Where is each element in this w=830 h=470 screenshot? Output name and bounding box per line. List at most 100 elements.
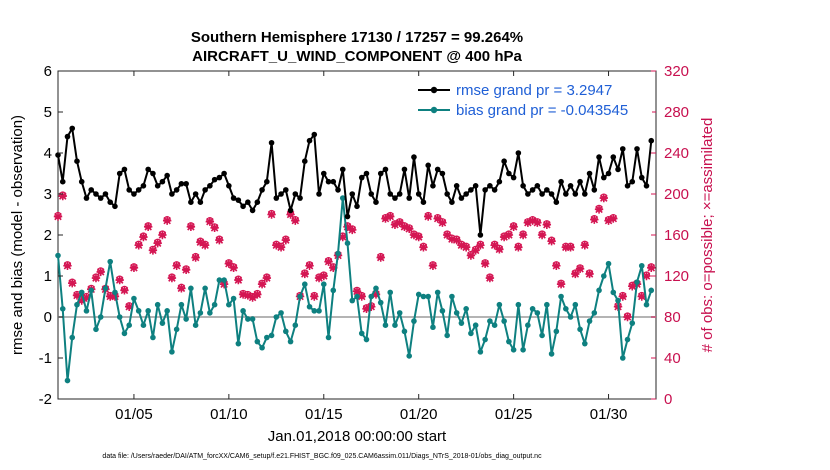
obs-assimilated-point — [196, 237, 205, 247]
obs-assimilated-marker — [442, 230, 452, 240]
rmse-point — [558, 178, 564, 185]
obs-assimilated-point — [490, 241, 499, 250]
rmse-point — [226, 183, 232, 189]
plot-area — [57, 70, 657, 400]
bias-point — [463, 306, 469, 312]
y-right-tick-label: 280 — [664, 104, 689, 121]
y-axis-label: rmse and bias (model - observation) — [9, 115, 26, 355]
obs-assimilated-marker — [609, 214, 618, 223]
rmse-point — [368, 191, 375, 197]
obs-assimilated-point — [362, 304, 371, 313]
obs-assimilated-point — [72, 291, 82, 300]
bias-point — [434, 289, 441, 296]
y-axis-right: 0 40 80 120 160 200 240 280 320 — [651, 63, 689, 408]
obs-assimilated-point — [480, 259, 490, 268]
rmse-point — [510, 174, 517, 181]
obs-assimilated-point — [433, 214, 442, 223]
obs-assimilated-marker — [272, 241, 281, 250]
obs-assimilated-marker — [376, 253, 385, 262]
obs-assimilated-marker — [386, 212, 395, 221]
rmse-point — [240, 203, 246, 210]
x-tick-label: 01/30 — [590, 406, 628, 423]
obs-assimilated-point — [115, 275, 124, 285]
obs-assimilated-point — [120, 286, 129, 295]
obs-assimilated-marker — [542, 220, 552, 229]
obs-assimilated-marker — [499, 232, 509, 242]
rmse-point — [126, 187, 132, 193]
bias-point — [363, 336, 370, 343]
rmse-point — [358, 174, 365, 181]
rmse-point — [619, 146, 626, 152]
rmse-point — [634, 146, 640, 152]
rmse-point — [482, 187, 488, 193]
obs-assimilated-point — [82, 293, 91, 302]
obs-assimilated-marker — [466, 251, 476, 260]
obs-assimilated-marker — [414, 232, 423, 242]
obs-assimilated-marker — [452, 235, 461, 245]
rmse-point — [254, 199, 261, 205]
obs-assimilated-point — [267, 210, 276, 219]
rmse-point — [539, 191, 545, 197]
obs-assimilated-marker — [642, 271, 651, 281]
bias-point — [131, 295, 137, 302]
obs-assimilated-point — [547, 236, 556, 246]
bias-point — [354, 293, 360, 300]
bias-point — [529, 306, 536, 312]
bias-point — [582, 340, 588, 347]
obs-assimilated-point — [272, 241, 281, 250]
obs-assimilated-marker — [390, 220, 400, 229]
y-right-tick-label: 200 — [664, 186, 689, 203]
rmse-point — [311, 131, 318, 138]
obs-assimilated-point — [533, 218, 542, 227]
obs-assimilated-marker — [276, 243, 286, 252]
obs-assimilated-point — [96, 267, 105, 277]
obs-assimilated-point — [77, 296, 86, 305]
bias-point — [230, 295, 237, 302]
y-tick-label: -2 — [39, 391, 52, 408]
bias-point — [553, 328, 560, 335]
rmse-point — [230, 195, 237, 201]
rmse-series-layer — [55, 125, 655, 238]
obs-assimilated-point — [343, 222, 352, 231]
rmse-point — [629, 178, 636, 185]
obs-assimilated-point — [390, 220, 400, 229]
obs-assimilated-point — [518, 230, 528, 240]
bias-point — [368, 293, 375, 300]
obs-assimilated-marker — [139, 232, 148, 242]
bias-point — [430, 324, 436, 331]
bias-point — [197, 310, 204, 316]
obs-assimilated-point — [647, 263, 656, 272]
rmse-point — [335, 187, 341, 193]
obs-assimilated-point — [210, 223, 219, 233]
rmse-point — [553, 199, 560, 205]
obs-assimilated-point — [286, 210, 295, 219]
rmse-point — [354, 203, 360, 210]
bias-point — [534, 310, 541, 316]
obs-assimilated-point — [181, 265, 191, 275]
rmse-point — [292, 191, 299, 197]
obs-assimilated-marker — [243, 291, 253, 300]
obs-assimilated-point — [571, 269, 580, 279]
bias-point — [249, 316, 256, 322]
obs-assimilated-point — [281, 235, 291, 245]
bias-point — [510, 347, 517, 353]
obs-assimilated-marker — [457, 241, 466, 250]
obs-assimilated-marker — [162, 216, 172, 225]
rmse-point — [316, 191, 322, 197]
obs-assimilated-point — [514, 243, 523, 252]
obs-assimilated-point — [381, 214, 390, 223]
rmse-point — [615, 166, 621, 173]
rmse-point — [506, 170, 512, 177]
rmse-point — [529, 187, 536, 193]
obs-assimilated-marker — [305, 261, 314, 270]
bias-point — [107, 258, 114, 265]
rmse-point — [297, 195, 303, 201]
bias-point — [311, 308, 318, 314]
y-tick-label: 6 — [44, 63, 52, 80]
rmse-point — [648, 137, 655, 144]
obs-assimilated-point — [314, 273, 324, 283]
rmse-point — [586, 170, 593, 177]
obs-assimilated-point — [276, 243, 286, 252]
obs-assimilated-point — [148, 246, 158, 255]
bias-point — [377, 299, 384, 306]
